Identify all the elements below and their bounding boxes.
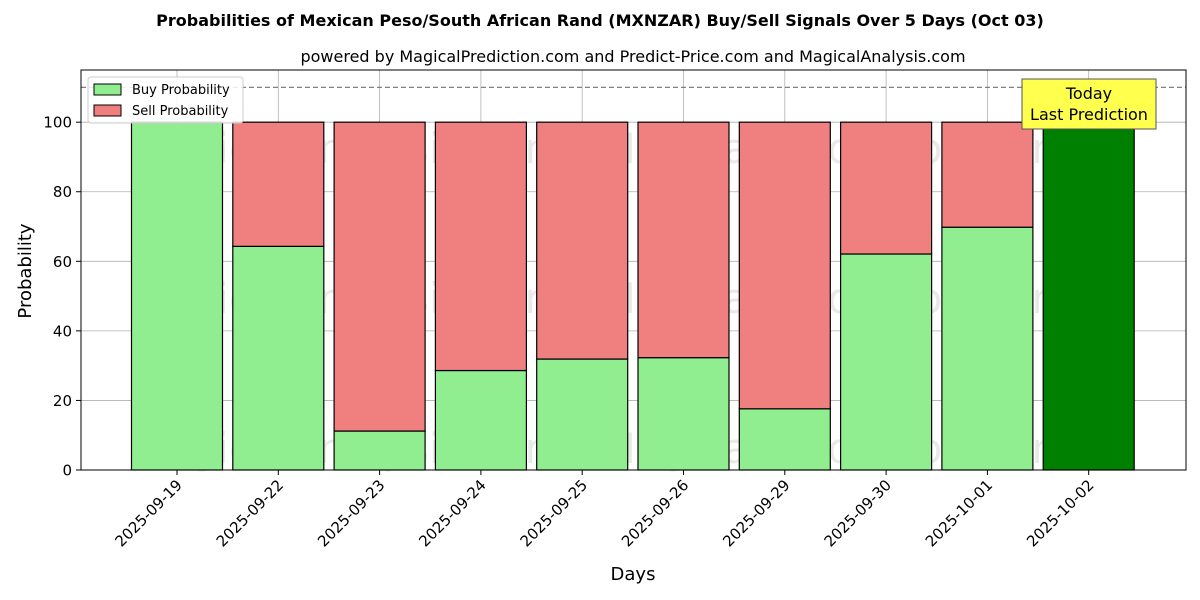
buy-bar-2025-10-02 [1042,121,1135,471]
x-tick-label-2025-09-25: 2025-09-25 [517,476,591,550]
x-tick-label-2025-09-30: 2025-09-30 [821,476,895,550]
buy-bar-2025-09-29 [738,408,831,471]
legend-label-0: Buy Probability [132,83,230,98]
y-tick-label-2: 40 [53,322,72,340]
chart-subtitle: powered by MagicalPrediction.com and Pre… [300,47,965,66]
sell-bar-2025-09-23 [333,121,426,432]
plot-frame [80,69,1187,471]
x-tick-label-2025-09-22: 2025-09-22 [213,476,287,550]
buy-bar-2025-09-24 [434,369,527,471]
annotation-line-1: Last Prediction [1030,105,1148,124]
x-tick-label-2025-09-24: 2025-09-24 [415,476,489,550]
sell-bar-2025-09-25 [536,121,629,360]
x-tick-label-2025-10-02: 2025-10-02 [1023,476,1097,550]
annotation-line-0: Today [1065,84,1112,103]
legend-box [87,76,244,124]
x-axis-label: Days [611,564,656,585]
y-tick-label-4: 80 [53,183,72,201]
buy-bar-2025-09-30 [839,253,933,471]
x-tick-label-2025-10-01: 2025-10-01 [922,476,996,550]
x-tick-label-2025-09-29: 2025-09-29 [719,476,793,550]
x-tick-label-2025-09-19: 2025-09-19 [111,476,185,550]
y-tick-label-1: 20 [53,392,72,410]
y-tick-label-3: 60 [53,253,72,271]
x-tick-label-2025-09-26: 2025-09-26 [618,476,692,550]
annotation-box [1021,78,1157,130]
buy-bar-2025-09-19 [130,121,224,471]
y-tick-label-5: 100 [43,114,72,132]
buy-bar-2025-09-23 [333,430,426,471]
sell-bar-2025-09-26 [637,121,730,359]
buy-bar-2025-10-01 [941,226,1034,471]
buy-bar-2025-09-22 [232,245,325,471]
sell-bar-2025-09-30 [839,121,933,255]
legend-label-1: Sell Probability [132,104,229,119]
sell-bar-2025-09-29 [738,121,831,410]
buy-bar-2025-09-25 [536,358,629,471]
chart-title: Probabilities of Mexican Peso/South Afri… [156,11,1044,30]
annotation: Today Last Prediction [1021,78,1157,130]
buy-bar-2025-09-26 [637,357,730,471]
sell-bar-2025-09-22 [232,121,325,247]
y-tick-label-0: 0 [62,462,72,480]
y-axis-label: Probability [15,223,36,318]
sell-bar-2025-09-24 [434,121,527,372]
sell-bar-2025-10-01 [941,121,1034,228]
x-tick-label-2025-09-23: 2025-09-23 [314,476,388,550]
legend-swatch-0 [93,83,122,96]
legend: Buy Probability Sell Probability [87,76,244,124]
bars-layer [130,121,1135,471]
legend-swatch-1 [93,104,122,117]
